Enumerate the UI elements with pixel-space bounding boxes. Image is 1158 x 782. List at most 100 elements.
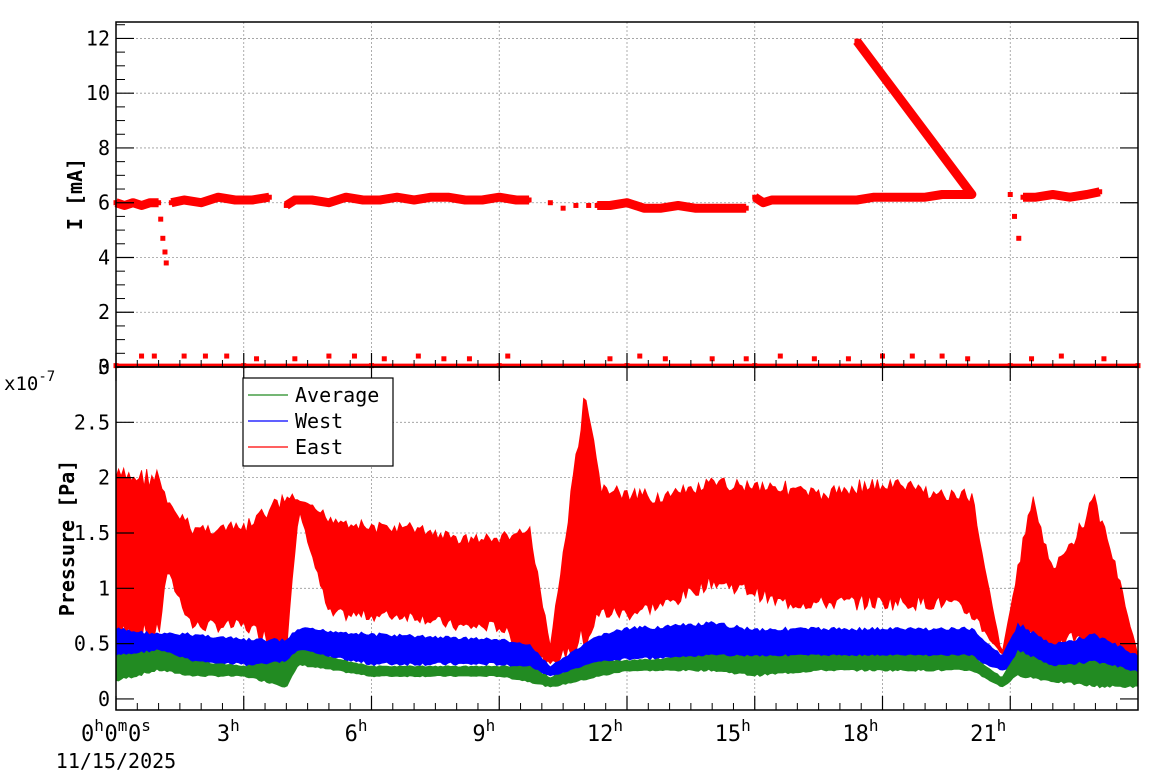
current-band (597, 198, 747, 213)
current-point (594, 202, 600, 208)
time-tick-number: 12 (587, 722, 614, 747)
time-tick-label: 0h 0m 0s (81, 716, 151, 747)
current-point (326, 353, 332, 359)
current-axis-title: I [mA] (63, 158, 87, 230)
time-tick-number: 0 (128, 722, 141, 747)
time-tick-unit: s (141, 716, 151, 735)
exponent-base: x10 (4, 373, 38, 395)
bottom-y-tick-label: 3 (98, 355, 110, 379)
current-point (505, 353, 511, 359)
time-tick-number: 3 (217, 722, 230, 747)
time-tick-label: 15h (715, 716, 751, 747)
top-y-tick-label: 4 (98, 245, 110, 269)
time-tick-unit: h (486, 716, 496, 735)
time-tick-label: 9h (472, 716, 495, 747)
current-point (351, 353, 357, 359)
current-point (163, 260, 169, 266)
current-point (160, 235, 166, 241)
current-point (224, 353, 230, 359)
time-tick-label: 12h (587, 716, 623, 747)
current-point (752, 194, 758, 200)
date-label: 11/15/2025 (56, 749, 176, 773)
legend-label-west: West (295, 409, 343, 433)
current-point (292, 356, 298, 362)
current-point (662, 356, 668, 362)
pressure-exponent-label: x10-7 (4, 369, 55, 395)
time-axis: 0h 0m 0s 3h 6h 9h 12h 15h 18h 21h (81, 360, 1118, 747)
current-point (845, 356, 851, 362)
top-y-tick-label: 6 (98, 191, 110, 215)
current-point (381, 356, 387, 362)
current-point (637, 353, 643, 359)
time-tick-unit: h (613, 716, 623, 735)
current-band (1023, 187, 1101, 202)
current-band (752, 38, 977, 208)
current-point (560, 205, 566, 211)
bottom-y-tick-label: 0.5 (74, 632, 110, 656)
current-point (1058, 353, 1064, 359)
time-tick-label: 3h (217, 716, 240, 747)
time-tick-number: 21 (970, 722, 997, 747)
time-tick-label: 6h (345, 716, 368, 747)
current-point (909, 353, 915, 359)
current-point (415, 353, 421, 359)
current-point (1029, 356, 1035, 362)
time-tick-number: 0 (81, 722, 94, 747)
top-y-tick-label: 2 (98, 300, 110, 324)
current-point (254, 356, 260, 362)
time-tick-number: 0 (105, 722, 118, 747)
current-point (965, 356, 971, 362)
time-tick-unit: h (869, 716, 879, 735)
time-tick-unit: m (118, 716, 128, 735)
time-tick-unit: h (94, 716, 104, 735)
current-point (939, 353, 945, 359)
time-tick-unit: h (230, 716, 240, 735)
pressure-panel: 00.511.522.53 0h 0m 0s 3h 6h 9h 12h 15h … (4, 355, 1139, 773)
time-tick-number: 6 (345, 722, 358, 747)
current-point (1012, 213, 1018, 219)
current-point (139, 353, 145, 359)
current-point (607, 356, 613, 362)
bottom-y-tick-label: 2 (98, 466, 110, 490)
current-point (743, 205, 749, 211)
current-point (1101, 356, 1107, 362)
current-point (151, 353, 157, 359)
current-point (181, 353, 187, 359)
time-tick-label: 18h (842, 716, 878, 747)
top-y-tick-label: 10 (86, 81, 110, 105)
exponent-power: -7 (38, 369, 55, 385)
current-band (170, 192, 271, 208)
current-point (158, 216, 164, 222)
current-band (283, 192, 530, 210)
bottom-y-tick-label: 2.5 (74, 410, 110, 434)
current-point (162, 249, 168, 255)
bottom-y-tick-label: 0 (98, 687, 110, 711)
top-y-tick-label: 12 (86, 26, 110, 50)
current-point (777, 353, 783, 359)
current-point (441, 356, 447, 362)
pressure-axis-title: Pressure [Pa] (55, 460, 79, 617)
time-tick-label: 21h (970, 716, 1006, 747)
time-tick-unit: h (358, 716, 368, 735)
current-point (709, 356, 715, 362)
legend-label-average: Average (295, 383, 379, 407)
current-point (573, 202, 579, 208)
current-point (811, 356, 817, 362)
current-point (547, 200, 553, 206)
legend-box (242, 377, 394, 467)
bottom-y-tick-label: 1 (98, 576, 110, 600)
legend: Average West East (242, 377, 394, 467)
bottom-plot-frame (115, 366, 1139, 711)
time-tick-number: 15 (715, 722, 742, 747)
top-y-tick-label: 8 (98, 136, 110, 160)
current-point (202, 353, 208, 359)
current-point (1016, 235, 1022, 241)
current-point (466, 356, 472, 362)
current-point (743, 356, 749, 362)
time-tick-unit: h (741, 716, 751, 735)
time-tick-number: 9 (472, 722, 485, 747)
bottom-y-tick-label: 1.5 (74, 521, 110, 545)
time-tick-number: 18 (842, 722, 869, 747)
time-tick-unit: h (997, 716, 1007, 735)
